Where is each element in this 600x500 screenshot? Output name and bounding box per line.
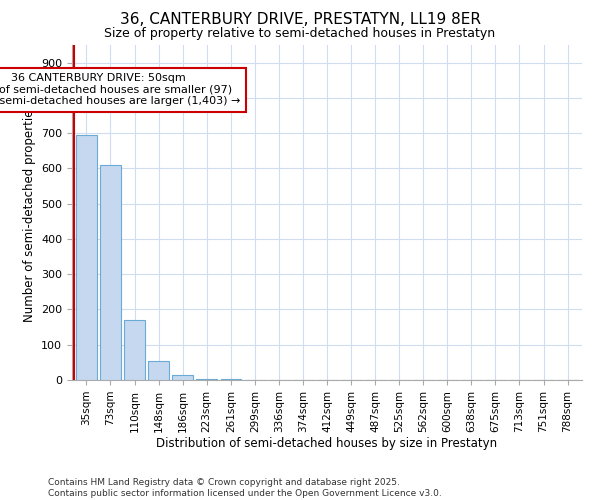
Bar: [148, 360, 169, 380]
X-axis label: Distribution of semi-detached houses by size in Prestatyn: Distribution of semi-detached houses by …: [157, 438, 497, 450]
Bar: [76, 135, 97, 380]
Y-axis label: Number of semi-detached properties: Number of semi-detached properties: [23, 103, 35, 322]
Text: Size of property relative to semi-detached houses in Prestatyn: Size of property relative to semi-detach…: [104, 28, 496, 40]
Bar: [172, 374, 193, 380]
Text: Contains HM Land Registry data © Crown copyright and database right 2025.
Contai: Contains HM Land Registry data © Crown c…: [48, 478, 442, 498]
Bar: [100, 165, 121, 380]
Text: 36 CANTERBURY DRIVE: 50sqm
← 6% of semi-detached houses are smaller (97)
91% of : 36 CANTERBURY DRIVE: 50sqm ← 6% of semi-…: [0, 73, 240, 106]
Text: 36, CANTERBURY DRIVE, PRESTATYN, LL19 8ER: 36, CANTERBURY DRIVE, PRESTATYN, LL19 8E…: [119, 12, 481, 28]
Bar: [196, 378, 217, 380]
Bar: [124, 320, 145, 380]
